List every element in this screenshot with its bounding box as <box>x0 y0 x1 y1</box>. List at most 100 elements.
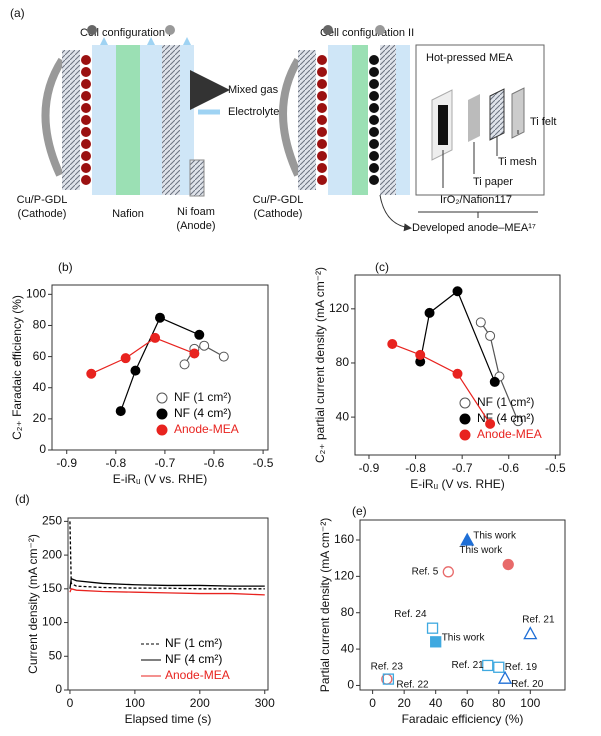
ti-felt <box>511 87 525 139</box>
x-tick-label: 100 <box>520 696 540 710</box>
legend-label: NF (1 cm²) <box>165 636 222 650</box>
point-label: Ref. 19 <box>505 662 538 673</box>
x-axis-label: E-iRᵤ (V vs. RHE) <box>410 477 505 491</box>
point <box>493 661 505 673</box>
label: Ni foam <box>177 206 215 218</box>
series-line <box>69 577 265 589</box>
panel-label: (b) <box>58 260 73 274</box>
leader <box>442 130 519 188</box>
point <box>442 566 454 578</box>
plot-frame <box>359 519 566 691</box>
series-line <box>120 316 200 412</box>
marker <box>475 317 486 328</box>
panel-label: (e) <box>352 504 367 518</box>
x-tick-label: -0.8 <box>405 461 426 475</box>
label: (Cathode) <box>18 208 67 220</box>
point <box>523 626 538 640</box>
y-tick-label: 120 <box>334 569 354 583</box>
arrow <box>379 194 412 232</box>
label: (Anode) <box>176 220 215 232</box>
x-tick-label: -0.7 <box>452 461 473 475</box>
y-tick-label: 40 <box>33 380 47 394</box>
x-tick-label: -0.6 <box>498 461 519 475</box>
legend-label: Anode-MEA <box>165 668 230 682</box>
legend-text: Mixed gas <box>228 84 279 96</box>
point <box>460 532 475 546</box>
minus-terminal <box>323 25 333 35</box>
point-label: This work <box>442 632 486 643</box>
legend-marker <box>459 413 471 425</box>
marker <box>452 368 463 379</box>
fiber <box>41 57 66 177</box>
x-tick-label: -0.5 <box>545 461 566 475</box>
legend-marker <box>156 424 168 436</box>
marker <box>485 418 496 429</box>
fiber <box>279 57 302 177</box>
y-tick-label: 50 <box>49 648 63 662</box>
anode-catalyst <box>369 55 379 185</box>
x-tick-label: 60 <box>461 696 475 710</box>
label: IrO₂/Nafion117 <box>440 194 512 206</box>
y-axis-label: Partial current density (mA cm⁻²) <box>318 518 332 692</box>
x-tick-label: 80 <box>492 696 506 710</box>
point <box>426 622 439 634</box>
mea-box <box>415 44 545 196</box>
plus-terminal <box>165 25 175 35</box>
marker <box>485 330 496 341</box>
marker <box>115 406 126 417</box>
label: Ti paper <box>473 176 513 188</box>
y-tick-label: 250 <box>42 514 62 528</box>
legend-label: NF (1 cm²) <box>477 395 534 409</box>
label: Ti mesh <box>498 156 537 168</box>
point-label: Ref. 21 <box>451 660 484 671</box>
legend-text: Electrolyte <box>228 106 279 118</box>
legend-label: Anode-MEA <box>174 422 239 436</box>
marker <box>489 376 500 387</box>
y-tick-label: 100 <box>26 287 46 301</box>
y-tick-label: 80 <box>336 355 350 369</box>
y-axis-label: C₂₊ Faradaic efficiency (%) <box>10 295 24 440</box>
marker <box>189 348 200 359</box>
y-tick-label: 40 <box>336 409 350 423</box>
iro2-layer <box>438 105 448 145</box>
panel-label: (d) <box>15 492 30 506</box>
catalyst <box>317 55 327 185</box>
y-tick-label: 100 <box>42 615 62 629</box>
plot-frame <box>354 274 561 456</box>
marker <box>452 286 463 297</box>
x-tick-label: 0 <box>369 696 376 710</box>
x-tick-label: 200 <box>190 696 210 710</box>
y-tick-label: 20 <box>33 411 47 425</box>
legend-label: Anode-MEA <box>477 427 542 441</box>
catalyst <box>81 55 91 185</box>
series-line <box>69 521 265 590</box>
x-tick-label: -0.5 <box>253 456 274 470</box>
marker <box>86 368 97 379</box>
x-axis-label: Elapsed time (s) <box>125 712 212 726</box>
channel <box>140 45 162 195</box>
gdl <box>62 50 80 190</box>
label: (Cathode) <box>254 208 303 220</box>
ti-paper <box>468 94 480 142</box>
marker <box>424 307 435 318</box>
y-tick-label: 60 <box>33 349 47 363</box>
legend-label: NF (4 cm²) <box>165 652 222 666</box>
series-line <box>419 290 496 383</box>
anode <box>162 45 180 195</box>
x-tick-label: 0 <box>67 696 74 710</box>
y-tick-label: 0 <box>347 678 354 692</box>
minus-terminal <box>87 25 97 35</box>
point <box>497 670 513 684</box>
marker <box>513 416 524 427</box>
x-axis-label: Faradaic efficiency (%) <box>402 712 524 726</box>
point-label: Ref. 5 <box>412 566 439 577</box>
marker <box>199 340 210 351</box>
marker <box>179 359 190 370</box>
point-label: This work <box>459 545 503 556</box>
x-tick-label: 300 <box>255 696 275 710</box>
y-axis-label: C₂₊ partial current density (mA cm⁻²) <box>313 267 327 463</box>
title: Cell configuration I <box>80 27 171 39</box>
legend-marker <box>156 408 168 420</box>
point <box>382 673 395 685</box>
x-tick-label: 100 <box>125 696 145 710</box>
